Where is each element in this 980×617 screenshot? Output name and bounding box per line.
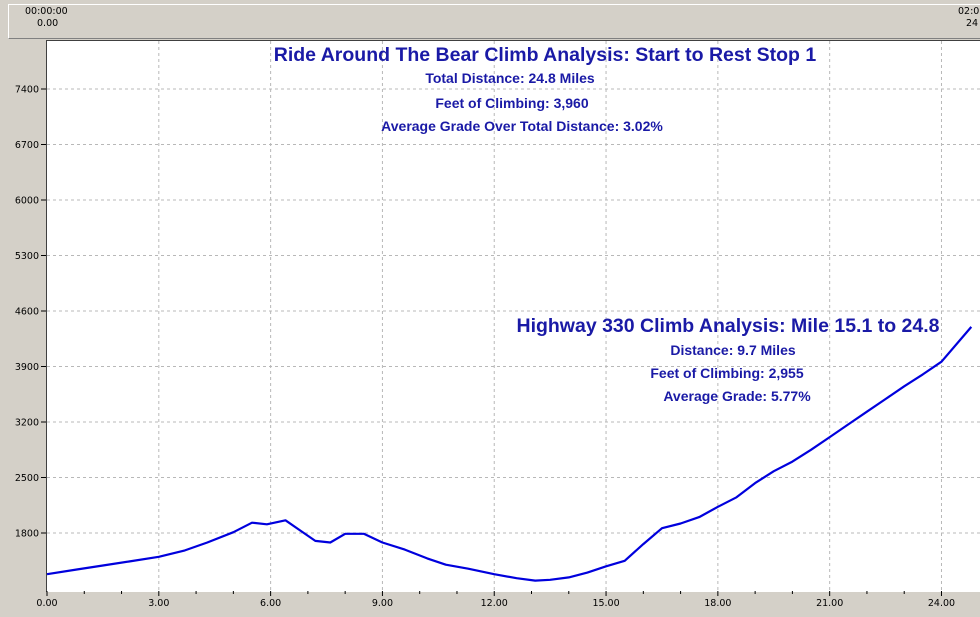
y-tick-label: 2500 [15,473,39,484]
y-tick-label: 3200 [15,418,39,429]
overall-climb-title: Ride Around The Bear Climb Analysis: Sta… [274,44,817,66]
x-tick-label: 18.00 [704,598,731,609]
y-tick-label: 3900 [15,362,39,373]
x-tick-label: 15.00 [592,598,619,609]
x-tick-label: 21.00 [816,598,843,609]
x-tick-label: 9.00 [372,598,393,609]
ruler-end-distance: 24 [966,18,979,29]
x-tick-label: 6.00 [260,598,281,609]
segment-distance: Distance: 9.7 Miles [670,342,795,358]
y-tick-label: 6000 [15,196,39,207]
elevation-series-line [46,326,973,582]
y-tick-label: 1800 [15,529,39,540]
x-tick-label: 3.00 [148,598,169,609]
ruler-start-distance: 0.00 [37,18,59,29]
ruler-start-time: 00:00:00 [25,6,68,17]
time-distance-ruler: 00:00:00 0.00 02:0 24 [8,4,980,39]
overall-total-distance: Total Distance: 24.8 Miles [425,70,595,86]
overall-feet-of-climbing: Feet of Climbing: 3,960 [435,95,588,111]
y-tick-label: 6700 [15,140,39,151]
segment-average-grade: Average Grade: 5.77% [663,388,811,404]
segment-climb-title: Highway 330 Climb Analysis: Mile 15.1 to… [516,315,939,337]
ruler-end-time: 02:0 [958,6,980,17]
segment-feet-of-climbing: Feet of Climbing: 2,955 [650,365,803,381]
x-tick-label: 12.00 [481,598,508,609]
y-tick-label: 4600 [15,307,39,318]
plot-area [46,40,980,592]
overall-average-grade: Average Grade Over Total Distance: 3.02% [381,118,663,134]
x-tick-label: 0.00 [36,598,57,609]
x-tick-label: 24.00 [928,598,955,609]
y-tick-label: 5300 [15,251,39,262]
y-tick-label: 7400 [15,85,39,96]
